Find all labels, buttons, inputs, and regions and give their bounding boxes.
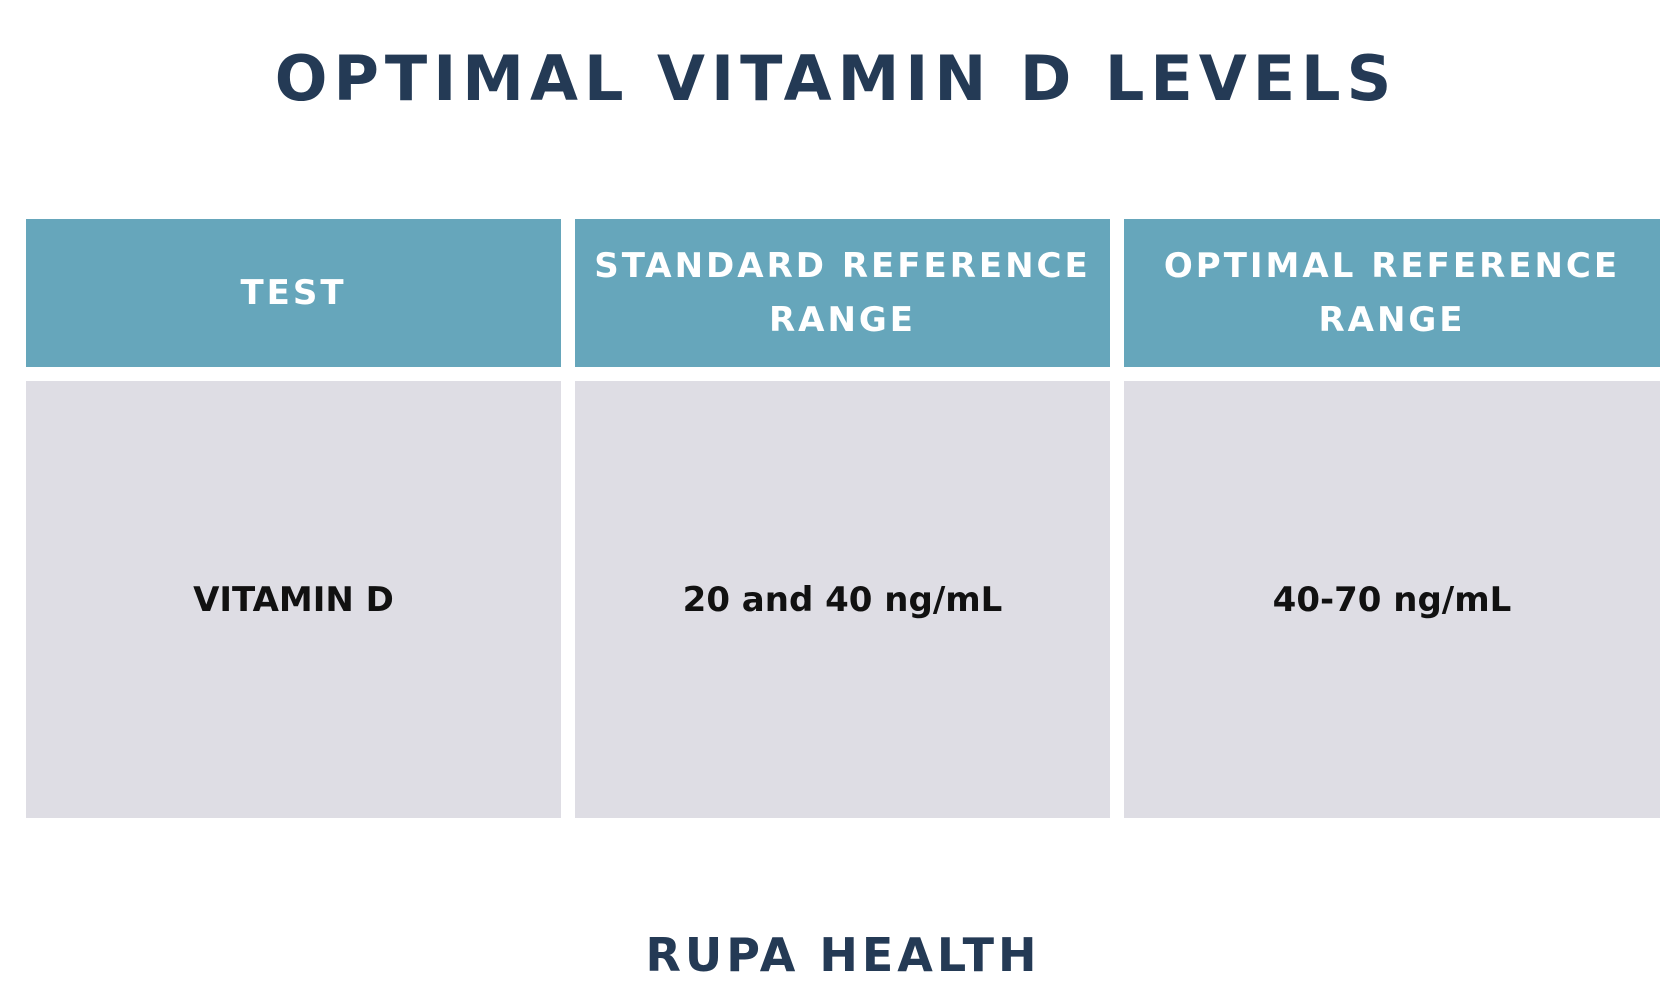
page-title: OPTIMAL VITAMIN D LEVELS [274,42,1398,115]
header-standard-reference-range: STANDARD REFERENCE RANGE [575,219,1110,367]
cell-standard-range: 20 and 40 ng/mL [575,381,1110,818]
header-test: TEST [26,219,561,367]
cell-optimal-range: 40-70 ng/mL [1124,381,1660,818]
footer-brand: RUPA HEALTH [645,928,1041,982]
cell-test-name: VITAMIN D [26,381,561,818]
header-optimal-reference-range: OPTIMAL REFERENCE RANGE [1124,219,1660,367]
